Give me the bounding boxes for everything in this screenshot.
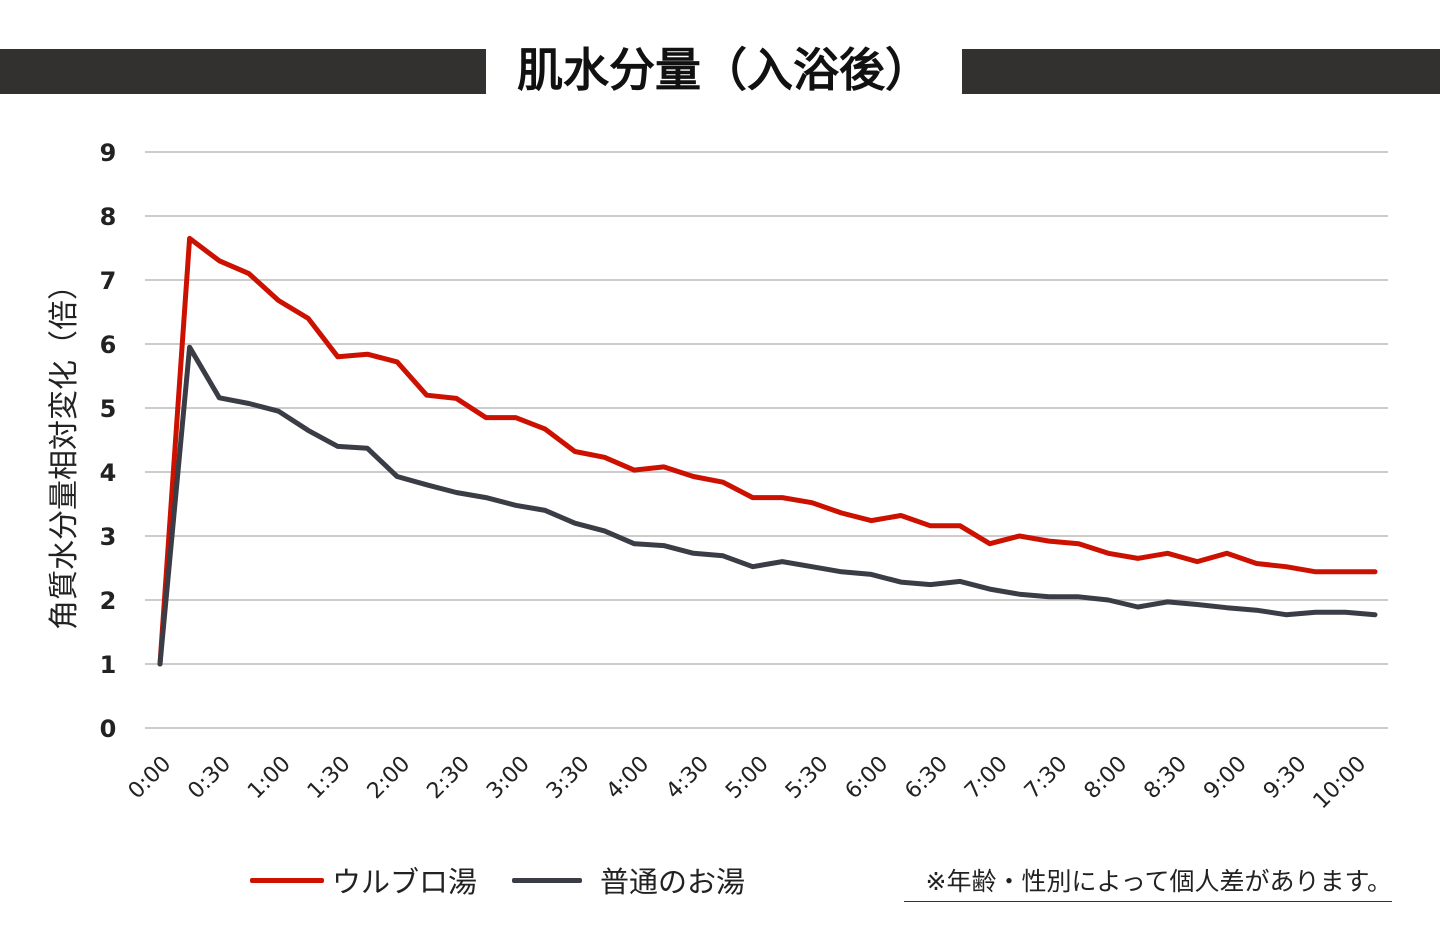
legend-item-series-1: ウルブロ湯 [250, 862, 478, 899]
x-tick-label: 3:00 [482, 752, 535, 805]
disclaimer-note: ※年齢・性別によって個人差があります。 [904, 862, 1392, 902]
y-axis-label: 角質水分量相対変化（倍） [47, 270, 82, 630]
y-tick-label: 7 [100, 267, 117, 295]
x-tick-label: 2:30 [422, 752, 475, 805]
x-tick-label: 10:00 [1309, 752, 1372, 815]
x-tick-label: 7:30 [1020, 752, 1073, 805]
x-tick-label: 2:00 [363, 752, 416, 805]
legend-swatch [250, 877, 324, 883]
y-tick-label: 4 [100, 459, 117, 487]
y-tick-label: 2 [100, 587, 117, 615]
x-tick-labels: 0:00 0:30 1:00 1:30 2:00 2:30 3:00 3:30 4:00 4:30… [124, 752, 1372, 815]
chart-title: 肌水分量（入浴後） [517, 43, 931, 97]
x-tick-label: 8:00 [1080, 752, 1133, 805]
y-tick-label: 1 [100, 651, 117, 679]
y-tick-labels: 0 1 2 3 4 5 6 7 8 9 [100, 139, 117, 743]
x-tick-label: 1:00 [243, 752, 296, 805]
y-tick-label: 6 [100, 331, 117, 359]
series-line-1 [157, 235, 1378, 667]
x-tick-label: 3:30 [542, 752, 595, 805]
x-tick-label: 6:00 [841, 752, 894, 805]
x-tick-label: 0:00 [124, 752, 177, 805]
grid-lines [145, 151, 1388, 729]
x-tick-label: 8:30 [1139, 752, 1192, 805]
x-tick-label: 5:30 [781, 752, 834, 805]
x-tick-label: 7:00 [960, 752, 1013, 805]
y-tick-label: 8 [100, 203, 117, 231]
header-band-left [0, 49, 486, 94]
y-tick-label: 5 [100, 395, 117, 423]
x-tick-label: 0:30 [183, 752, 236, 805]
y-tick-label: 0 [100, 715, 117, 743]
x-tick-label: 4:00 [602, 752, 655, 805]
legend-label: ウルブロ湯 [332, 865, 478, 899]
y-tick-label: 9 [100, 139, 117, 167]
x-tick-label: 9:00 [1199, 752, 1252, 805]
legend-item-series-2: 普通のお湯 [512, 862, 746, 899]
x-tick-label: 5:00 [721, 752, 774, 805]
x-tick-label: 4:30 [661, 752, 714, 805]
x-tick-label: 6:30 [900, 752, 953, 805]
series-line-2 [157, 344, 1378, 667]
series-lines [157, 235, 1378, 667]
header-band-right [962, 49, 1440, 94]
x-tick-label: 9:30 [1259, 752, 1312, 805]
legend-swatch [512, 877, 582, 883]
y-tick-label: 3 [100, 523, 117, 551]
legend-label: 普通のお湯 [600, 865, 746, 899]
x-tick-label: 1:30 [303, 752, 356, 805]
